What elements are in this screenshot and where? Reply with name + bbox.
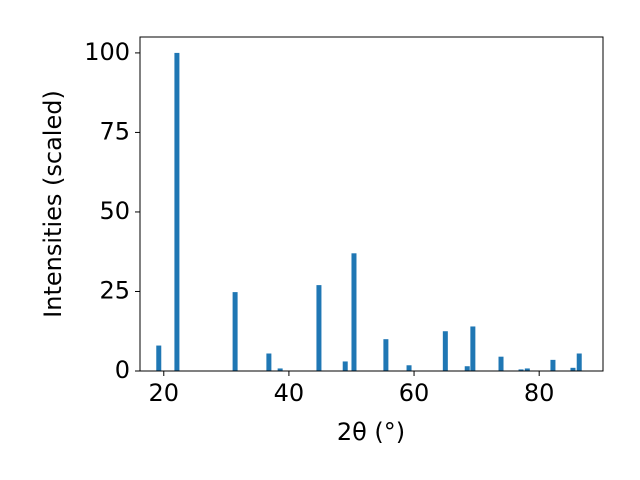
bar [518,369,524,371]
y-tick-label: 50 [99,197,130,225]
bar [232,292,238,371]
bar [156,345,162,371]
y-tick-label: 0 [115,356,130,384]
bar [442,331,448,371]
bar [550,359,556,371]
bar [464,366,470,371]
x-axis-label: 2θ (°) [337,418,405,446]
bar [576,353,582,371]
x-tick-label: 40 [274,379,305,407]
x-tick-label: 80 [524,379,555,407]
bar [174,52,180,372]
bar [266,353,272,371]
bar [351,253,357,371]
bar [342,361,348,371]
bar [498,356,504,371]
y-axis-label: Intensities (scaled) [39,90,67,318]
bar [383,339,389,371]
bar [524,368,530,371]
bar [470,326,476,371]
y-tick-label: 75 [99,117,130,145]
bar [277,368,283,371]
bar [316,285,322,371]
x-tick-label: 20 [149,379,180,407]
bar [406,365,412,371]
y-tick-label: 25 [99,276,130,304]
y-tick-label: 100 [84,38,130,66]
x-tick-label: 60 [399,379,430,407]
bar [570,367,576,371]
plot-frame [139,36,604,372]
